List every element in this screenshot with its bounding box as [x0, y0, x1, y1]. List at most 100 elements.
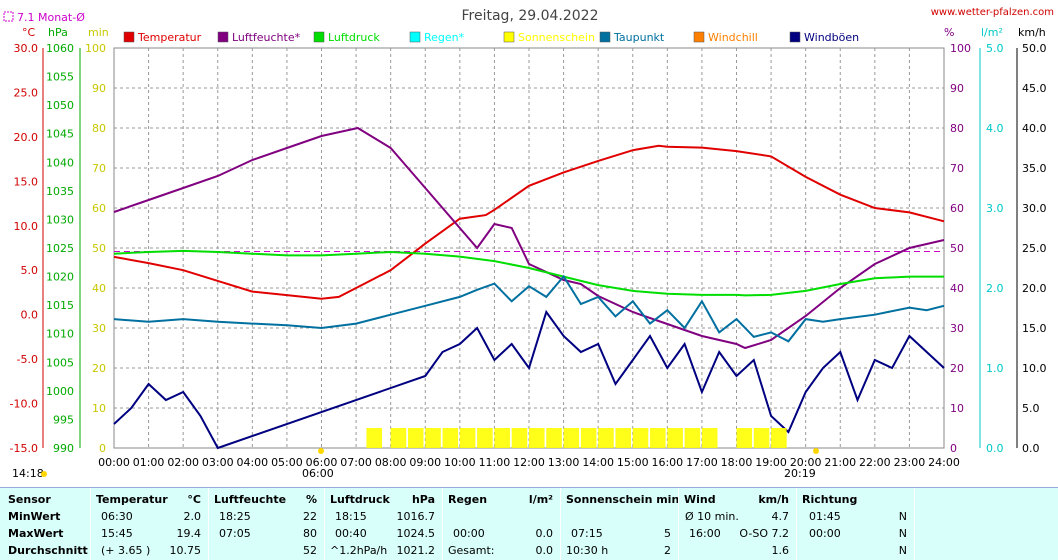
- temp-tick: 0.0: [21, 309, 39, 322]
- pressure-tick: 1055: [46, 71, 74, 84]
- temp-unit-label: °C: [22, 26, 36, 39]
- legend-swatch: [409, 31, 421, 43]
- legend-label: Sonnenschein: [518, 31, 595, 44]
- hum-min-time: 18:25: [219, 510, 251, 523]
- sun-max-time: 07:15: [571, 527, 603, 540]
- temp-max-value: 19.4: [176, 527, 202, 540]
- weather-chart: Freitag, 29.04.2022 www.wetter-pfalzen.c…: [3, 7, 1054, 480]
- wind-max-time: 16:00: [689, 527, 721, 540]
- legend-swatch: [599, 31, 611, 43]
- humidity-tick: 0: [950, 442, 957, 455]
- sunshine-bar: [390, 428, 407, 448]
- legend-swatch: [693, 31, 705, 43]
- sun-total-duration: 10:30 h: [566, 544, 609, 557]
- sun-tick: 0: [99, 442, 106, 455]
- x-tick-label: 19:00: [755, 456, 787, 469]
- humidity-tick: 60: [950, 202, 964, 215]
- rain-max-value: 0.0: [535, 527, 554, 540]
- pressure-tick: 995: [53, 413, 74, 426]
- sunshine-bar: [736, 428, 753, 448]
- chart-title: Freitag, 29.04.2022: [462, 8, 599, 24]
- x-tick-label: 24:00: [928, 456, 960, 469]
- stats-col-sun: Sonnenschein min 07:15 5 10:30 h 2: [560, 488, 679, 560]
- stats-col-direction: Richtung 01:45 N 00:00 N N: [796, 488, 915, 560]
- humidity-unit-label: %: [944, 26, 954, 39]
- x-tick-label: 16:00: [651, 456, 683, 469]
- hdr-direction: Richtung: [802, 493, 858, 506]
- x-tick-label: 00:00: [98, 456, 130, 469]
- humidity-tick: 100: [950, 42, 971, 55]
- legend-label: Temperatur: [137, 31, 202, 44]
- sunshine-bar: [546, 428, 562, 448]
- rain-total-label: Gesamt:: [448, 544, 495, 557]
- series-layer: [113, 126, 945, 450]
- rain-tick: 2.0: [986, 282, 1004, 295]
- wind-tick: 10.0: [1022, 362, 1047, 375]
- stats-table: Sensor MinWert MaxWert Durchschnitt Temp…: [0, 487, 1058, 560]
- x-tick-label: 03:00: [202, 456, 234, 469]
- sunset-label: 20:19: [784, 467, 816, 480]
- pressure-tick: 1030: [46, 213, 74, 226]
- humidity-tick: 80: [950, 122, 964, 135]
- hdr-humidity: Luftfeuchte: [214, 493, 287, 506]
- hdr-rain: Regen: [448, 493, 488, 506]
- hdr-wind: Wind: [684, 493, 716, 506]
- hdr-temp-unit: °C: [187, 493, 201, 506]
- dir-min-value: N: [898, 510, 907, 523]
- sunshine-bar: [598, 428, 614, 448]
- sunshine-bar: [615, 428, 632, 448]
- hdr-wind-unit: km/h: [758, 493, 789, 506]
- dir-min-time: 01:45: [809, 510, 841, 523]
- sun-tick: 100: [85, 42, 106, 55]
- temp-tick: 20.0: [14, 131, 39, 144]
- sunshine-bar: [511, 428, 528, 448]
- stats-col-rain: Regen l/m² 00:00 0.0 Gesamt: 0.0: [442, 488, 561, 560]
- sunshine-bar: [667, 428, 683, 448]
- wind-tick: 45.0: [1022, 82, 1047, 95]
- temp-tick: 10.0: [14, 220, 39, 233]
- start-time-label: 14:18: [12, 467, 44, 480]
- axis-unit-labels: °C hPa min% l/m² km/h: [22, 26, 1046, 39]
- hum-max-time: 07:05: [219, 527, 251, 540]
- x-tick-label: 10:00: [444, 456, 476, 469]
- x-tick-label: 08:00: [375, 456, 407, 469]
- wind-max-value: O-SO 7.2: [739, 527, 789, 540]
- left-axes: 30.0 25.0 20.0 15.0 10.0 5.0 0.0 -5.0 -10.0 -15.0…: [10, 42, 106, 455]
- legend-label: Regen*: [424, 31, 465, 44]
- sun-tick: 20: [92, 362, 106, 375]
- x-tick-label: 12:00: [513, 456, 545, 469]
- sunshine-bar: [701, 428, 718, 448]
- sun-tick: 10: [92, 402, 106, 415]
- x-tick-label: 02:00: [167, 456, 199, 469]
- humidity-tick: 70: [950, 162, 964, 175]
- wind-tick: 5.0: [1022, 402, 1040, 415]
- series-line-luftdruck: [113, 249, 944, 297]
- sunshine-bar: [366, 428, 383, 448]
- sun-unit-label: min: [88, 26, 109, 39]
- x-tick-label: 05:00: [271, 456, 303, 469]
- humidity-tick: 50: [950, 242, 964, 255]
- sun-tick: 70: [92, 162, 106, 175]
- temp-max-time: 15:45: [101, 527, 133, 540]
- legend-swatch: [123, 31, 135, 43]
- hdr-pressure: Luftdruck: [330, 493, 390, 506]
- wind-min-value: 4.7: [771, 510, 790, 523]
- humidity-tick: 30: [950, 322, 964, 335]
- temp-avg-delta: (+ 3.65 ): [101, 544, 151, 557]
- humidity-tick: 10: [950, 402, 964, 415]
- legend-swatch: [313, 31, 325, 43]
- pressure-tick: 1005: [46, 356, 74, 369]
- sunshine-bar: [459, 428, 476, 448]
- humidity-tick: 90: [950, 82, 964, 95]
- pressure-tick: 1035: [46, 185, 74, 198]
- x-tick-label: 17:00: [686, 456, 718, 469]
- legend-label: Windböen: [804, 31, 859, 44]
- legend-label: Luftdruck: [328, 31, 380, 44]
- sunshine-bar: [477, 428, 493, 448]
- rain-tick: 5.0: [986, 42, 1004, 55]
- wind-tick: 15.0: [1022, 322, 1047, 335]
- sunshine-bar: [563, 428, 580, 448]
- dir-avg-value: N: [898, 544, 907, 557]
- sunshine-bar: [442, 428, 459, 448]
- pressure-tick: 1045: [46, 128, 74, 141]
